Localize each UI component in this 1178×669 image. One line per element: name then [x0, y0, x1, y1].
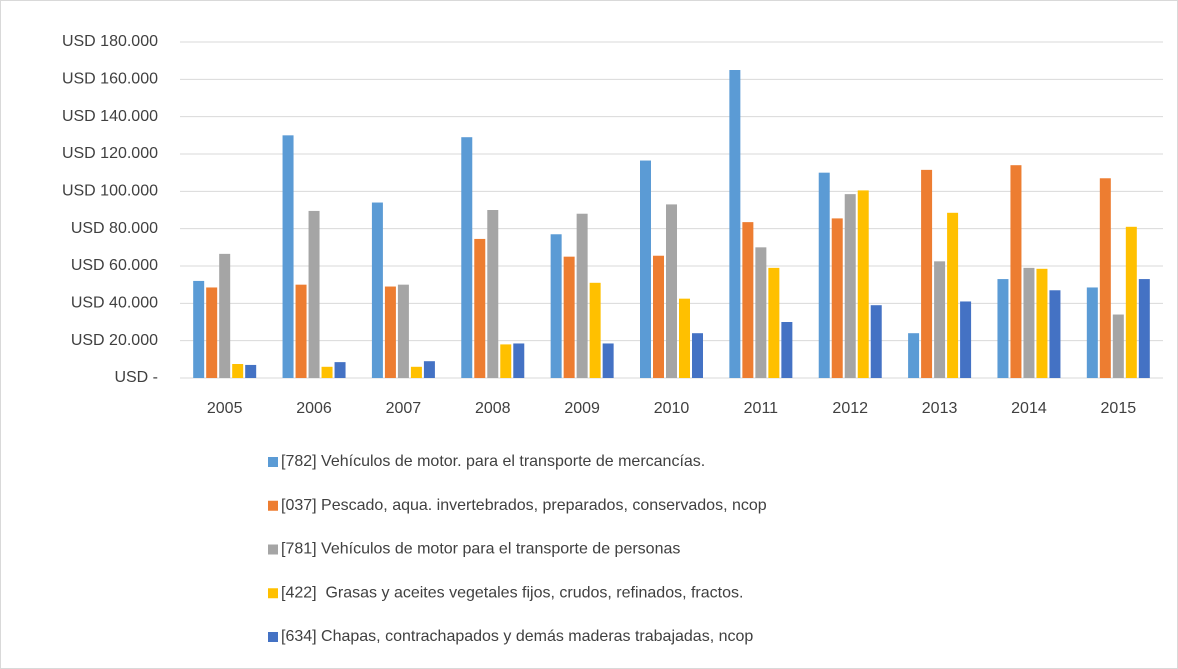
x-tick-label: 2009: [564, 400, 600, 417]
bar: [282, 135, 294, 378]
bar: [563, 256, 575, 378]
x-tick-label: 2013: [922, 400, 958, 417]
y-tick-label: USD 80.000: [71, 220, 158, 237]
bar: [1036, 268, 1048, 378]
bar: [219, 253, 231, 378]
bar: [550, 234, 562, 378]
bar: [1023, 267, 1035, 378]
bar: [1010, 165, 1022, 378]
legend-swatch: [268, 588, 278, 599]
bar: [653, 255, 664, 378]
bar: [295, 284, 307, 378]
legend-swatch: [268, 457, 278, 467]
bar: [844, 194, 856, 378]
legend-label: [422] Grasas y aceites vegetales fijos, …: [281, 584, 743, 601]
x-tick-label: 2011: [744, 400, 779, 417]
bar: [870, 305, 882, 378]
bar: [755, 247, 767, 378]
bar: [921, 169, 933, 378]
bar: [729, 70, 741, 378]
bar: [692, 333, 703, 378]
bar: [1112, 314, 1124, 378]
bar: [206, 287, 218, 378]
bar: [997, 279, 1009, 378]
legend-label: [782] Vehículos de motor. para el transp…: [281, 453, 705, 470]
x-tick-label: 2006: [296, 400, 332, 417]
y-tick-label: USD 20.000: [71, 332, 158, 349]
bar: [640, 160, 651, 378]
bar: [576, 213, 588, 378]
bar: [384, 286, 396, 378]
legend-label: [634] Chapas, contrachapados y demás mad…: [281, 628, 753, 645]
bar: [1125, 226, 1137, 378]
bar: [308, 210, 320, 378]
x-tick-label: 2014: [1011, 400, 1047, 417]
bar: [857, 190, 869, 378]
x-tick-label: 2008: [475, 400, 511, 417]
bar: [602, 343, 614, 378]
bar: [245, 364, 257, 378]
bar: [461, 137, 473, 378]
x-tick-label: 2007: [386, 400, 422, 417]
bar: [589, 282, 601, 378]
legend-swatch: [268, 632, 278, 642]
y-tick-label: USD 160.000: [62, 71, 158, 88]
bar: [934, 261, 946, 378]
bar: [768, 267, 780, 378]
bar: [334, 362, 346, 378]
x-tick-label: 2015: [1101, 400, 1137, 417]
bar: [1099, 178, 1111, 378]
bar: [232, 364, 244, 378]
bar: [474, 238, 486, 378]
x-tick-label: 2010: [654, 400, 690, 417]
bar: [193, 280, 205, 378]
y-tick-label: USD 60.000: [71, 257, 158, 274]
bar: [1086, 287, 1098, 378]
bar: [679, 298, 690, 378]
bar: [960, 301, 972, 378]
bar: [397, 284, 409, 378]
bar: [742, 222, 754, 378]
y-tick-label: USD 180.000: [62, 33, 158, 50]
y-tick-label: USD 40.000: [71, 295, 158, 312]
bar: [371, 202, 383, 378]
legend-label: [037] Pescado, aqua. invertebrados, prep…: [281, 497, 767, 514]
legend-swatch: [268, 544, 278, 555]
bar: [500, 344, 512, 378]
bar: [487, 210, 499, 378]
bar: [321, 366, 333, 378]
bar: [666, 204, 677, 378]
bar: [781, 322, 793, 378]
bar: [1138, 279, 1150, 378]
y-tick-label: USD 100.000: [62, 183, 158, 200]
bar: [908, 333, 920, 378]
bar: [423, 361, 435, 378]
bar: [410, 366, 422, 378]
y-tick-label: USD 140.000: [62, 108, 158, 125]
x-tick-label: 2005: [207, 400, 243, 417]
x-tick-label: 2012: [832, 400, 868, 417]
legend-label: [781] Vehículos de motor para el transpo…: [281, 541, 680, 558]
bar: [831, 218, 843, 378]
bar: [1049, 290, 1061, 378]
bar: [947, 212, 959, 378]
y-tick-label: USD 120.000: [62, 145, 158, 162]
bar: [818, 172, 830, 378]
bar: [513, 343, 525, 378]
legend-swatch: [268, 500, 278, 511]
y-tick-label: USD -: [114, 369, 158, 386]
